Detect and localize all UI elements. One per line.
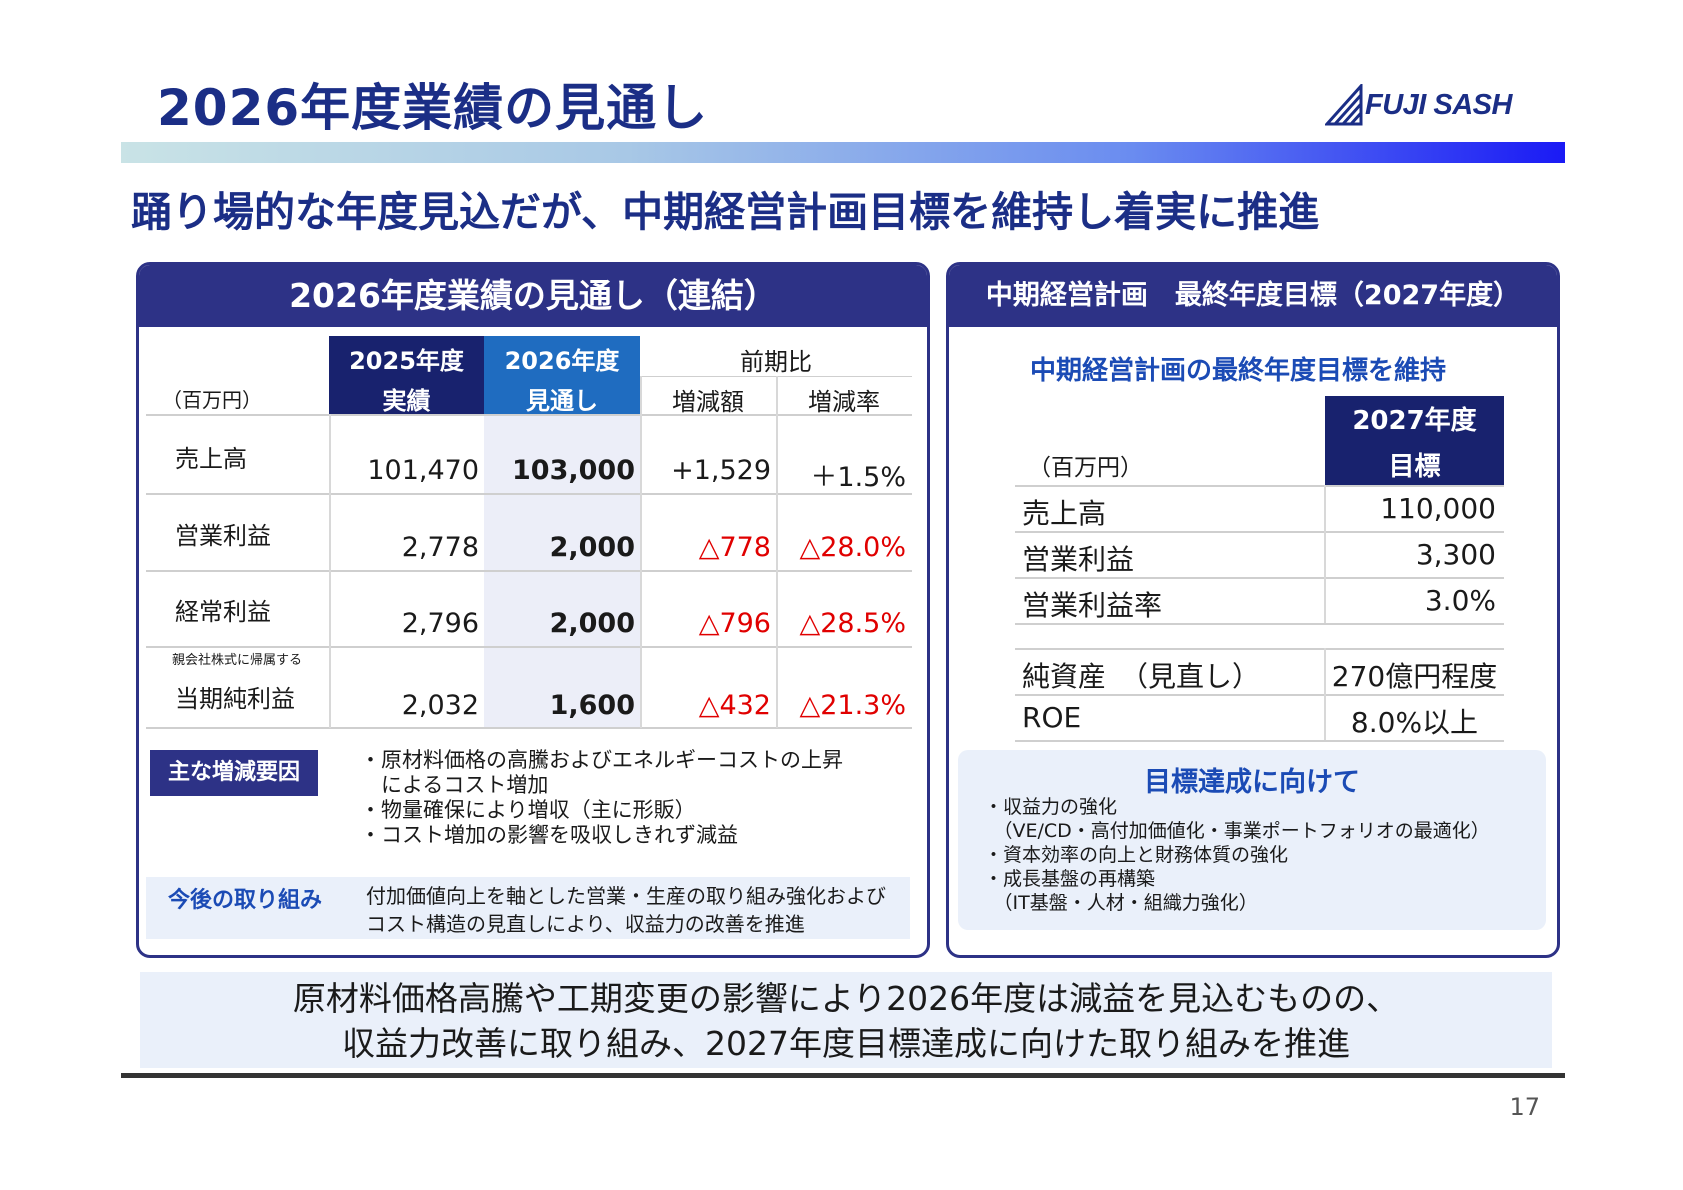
summary-line-1: 原材料価格高騰や工期変更の影響により2026年度は減益を見込むものの、 (292, 979, 1400, 1018)
op-change: △778 (698, 532, 771, 563)
page-number: 17 (1509, 1093, 1540, 1121)
net-change: △432 (698, 690, 771, 721)
prior-period-header: 前期比 (740, 348, 812, 376)
col-divider (640, 376, 642, 728)
summary-box (140, 972, 1552, 1068)
future-initiatives-text: 付加価値向上を軸とした営業・生産の取り組み強化および コスト構造の見直しにより、… (366, 882, 886, 938)
forecast-panel-title: 2026年度業績の見通し（連結） (139, 265, 927, 327)
ordinary-change: △796 (698, 608, 771, 639)
target-action-item: ・成長基盤の再構築 (984, 868, 1156, 890)
main-factors-badge: 主な増減要因 (150, 750, 318, 796)
future-initiatives-label: 今後の取り組み (168, 888, 323, 913)
col-2026-label-2: 見通し (526, 387, 598, 415)
target-sales-label: 売上高 (1022, 497, 1107, 530)
target-row-divider (1015, 485, 1504, 487)
target-col-label-2: 目標 (1388, 452, 1441, 482)
row-divider (146, 493, 912, 495)
target-col-header (1325, 396, 1504, 485)
target-net-assets-value: 270億円程度 (1331, 660, 1498, 693)
rate-header: 増減率 (808, 388, 880, 416)
target-col-label-1: 2027年度 (1352, 406, 1477, 436)
target-col-divider (1324, 485, 1326, 623)
target-action-item: （VE/CD・高付加価値化・事業ポートフォリオの最適化） (984, 820, 1490, 842)
target-op-value: 3,300 (1415, 538, 1496, 571)
target-row-divider (1015, 623, 1504, 625)
ordinary-2025: 2,796 (401, 608, 479, 639)
future-line: 付加価値向上を軸とした営業・生産の取り組み強化および (366, 884, 886, 908)
row-label-sales: 売上高 (175, 445, 247, 473)
op-2026: 2,000 (549, 532, 635, 563)
summary-text: 原材料価格高騰や工期変更の影響により2026年度は減益を見込むものの、 収益力改… (140, 976, 1552, 1066)
summary-line-2: 収益力改善に取り組み、2027年度目標達成に向けた取り組みを推進 (342, 1024, 1350, 1063)
future-line: コスト構造の見直しにより、収益力の改善を推進 (366, 912, 805, 936)
change-header: 増減額 (672, 388, 744, 416)
factor-item: によるコスト増加 (360, 773, 549, 797)
target-action-item: ・収益力の強化 (984, 796, 1118, 818)
target-op-label: 営業利益 (1022, 543, 1135, 576)
target-col-divider (1324, 648, 1326, 740)
target-row-divider (1015, 648, 1504, 650)
target-action-item: ・資本効率の向上と財務体質の強化 (984, 844, 1289, 866)
target-roe-label: ROE (1022, 701, 1082, 734)
fuji-sash-logo-icon (1325, 84, 1363, 126)
col-2025-label-1: 2025年度 (349, 347, 464, 375)
target-op-margin-value: 3.0% (1424, 584, 1496, 617)
target-op-margin-label: 営業利益率 (1022, 589, 1163, 622)
factor-item: ・コスト増加の影響を吸収しきれず減益 (360, 823, 738, 847)
op-2025: 2,778 (401, 532, 479, 563)
sales-2025: 101,470 (367, 455, 479, 486)
target-actions-title: 目標達成に向けて (1144, 767, 1360, 798)
col-divider (329, 414, 331, 728)
col-2026-header (484, 336, 640, 414)
target-row-divider (1015, 577, 1504, 579)
target-sales-value: 110,000 (1380, 492, 1496, 525)
headline: 踊り場的な年度見込だが、中期経営計画目標を維持し着実に推進 (131, 188, 1320, 236)
target-actions-list: ・収益力の強化 （VE/CD・高付加価値化・事業ポートフォリオの最適化） ・資本… (984, 795, 1490, 915)
sales-rate: ＋1.5% (810, 462, 906, 493)
net-2025: 2,032 (401, 690, 479, 721)
midterm-plan-subtitle: 中期経営計画の最終年度目標を維持 (1030, 356, 1447, 386)
row-label-operating-profit: 営業利益 (175, 522, 271, 550)
main-factors-list: ・原材料価格の高騰およびエネルギーコストの上昇 によるコスト増加 ・物量確保によ… (360, 748, 843, 848)
row-sublabel-net-income: 親会社株式に帰属する (172, 653, 303, 668)
future-initiatives-box (146, 877, 910, 939)
row-label-net-income: 当期純利益 (175, 685, 295, 713)
factor-item: ・物量確保により増収（主に形販） (360, 798, 696, 822)
col-2025-header (329, 336, 484, 414)
brand-name: FUJI SASH (1365, 89, 1512, 121)
row-divider (146, 727, 912, 729)
col-2026-label-1: 2026年度 (504, 347, 620, 375)
target-net-assets-label: 純資産 （見直し） (1022, 660, 1261, 693)
page-title: 2026年度業績の見通し (157, 79, 709, 137)
row-label-ordinary-profit: 経常利益 (175, 598, 271, 626)
sales-change: +1,529 (671, 455, 771, 486)
net-2026: 1,600 (549, 690, 635, 721)
title-gradient-bar (121, 142, 1565, 163)
op-rate: △28.0% (799, 532, 906, 563)
target-action-item: （IT基盤・人材・組織力強化） (984, 892, 1258, 914)
target-actions-box (958, 750, 1546, 930)
factor-item: ・原材料価格の高騰およびエネルギーコストの上昇 (360, 748, 843, 772)
sales-2026: 103,000 (512, 455, 635, 486)
net-rate: △21.3% (799, 690, 906, 721)
brand-logo: FUJI SASH (1325, 80, 1515, 132)
target-row-divider (1015, 531, 1504, 533)
ordinary-2026: 2,000 (549, 608, 635, 639)
target-row-divider (1015, 694, 1504, 696)
col-2025-label-2: 実績 (382, 387, 431, 415)
bottom-rule (121, 1073, 1565, 1078)
target-roe-value: 8.0%以上 (1350, 706, 1479, 739)
unit-label: （百万円） (162, 388, 262, 412)
target-row-divider (1015, 740, 1504, 742)
midterm-plan-panel-title: 中期経営計画 最終年度目標（2027年度） (949, 265, 1557, 327)
row-divider (146, 646, 912, 648)
target-unit-label: （百万円） (1028, 455, 1143, 481)
row-divider (146, 414, 912, 416)
col-divider (776, 376, 778, 728)
row-divider (146, 570, 912, 572)
ordinary-rate: △28.5% (799, 608, 906, 639)
